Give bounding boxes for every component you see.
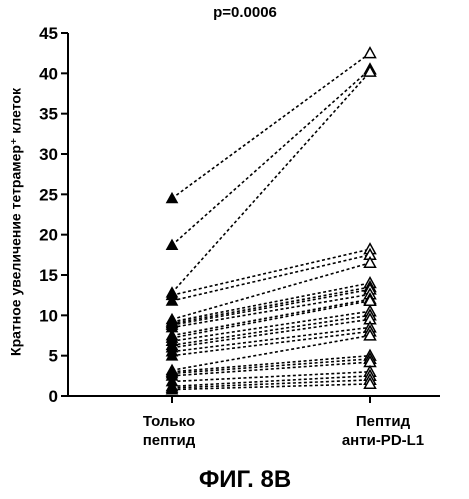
x-category-peptide-only: Только пептид — [109, 412, 229, 450]
y-tick-label: 15 — [39, 266, 58, 285]
figure-caption: ФИГ. 8B — [120, 466, 370, 494]
x-category-peptide-anti-pdl1: Пептид анти-PD-L1 — [323, 412, 443, 450]
pair-line — [172, 72, 370, 293]
point-peptide-anti-pdl1 — [365, 48, 376, 58]
x-category-line-2: анти-PD-L1 — [323, 431, 443, 450]
y-tick-label: 10 — [39, 306, 58, 325]
y-tick-label: 35 — [39, 105, 58, 124]
pair-lines — [172, 53, 370, 389]
pair-line — [172, 69, 370, 245]
y-tick-label: 25 — [39, 185, 58, 204]
x-category-line-1: Только — [109, 412, 229, 431]
x-category-line-1: Пептид — [323, 412, 443, 431]
y-tick-label: 5 — [49, 347, 58, 366]
y-tick-label: 20 — [39, 226, 58, 245]
y-tick-label: 30 — [39, 145, 58, 164]
x-category-line-2: пептид — [109, 431, 229, 450]
point-peptide-only — [167, 193, 178, 203]
axes: 0 5 10 15 20 25 30 35 40 45 — [39, 24, 440, 406]
pair-line — [172, 359, 370, 374]
pair-line — [172, 255, 370, 301]
pair-line — [172, 53, 370, 198]
y-tick-label: 45 — [39, 24, 58, 43]
y-axis-label: Кратное увеличение тетрамер⁺ клеток — [6, 50, 26, 394]
y-tick-label: 0 — [49, 387, 58, 406]
y-tick-label: 40 — [39, 64, 58, 83]
p-value-annotation: p=0.0006 — [175, 4, 315, 21]
y-axis-label-text: Кратное увеличение тетрамер⁺ клеток — [8, 88, 25, 356]
